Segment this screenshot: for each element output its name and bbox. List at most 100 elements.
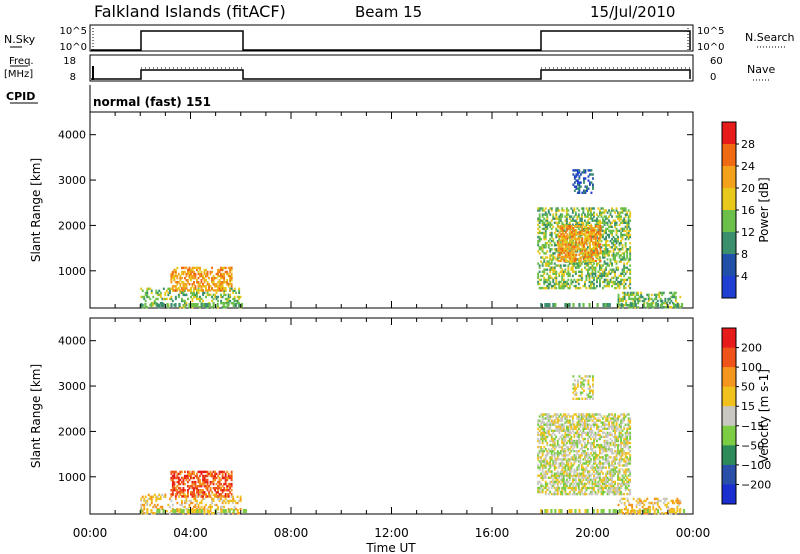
velocity-cell [562,474,565,477]
velocity-cell [564,474,567,477]
velocity-cell [588,472,591,475]
power-cell [615,223,618,226]
velocity-cell [568,466,571,469]
velocity-cell [550,474,553,477]
power-cell [560,227,563,230]
velocity-cell [537,490,540,494]
velocity-cell [577,423,580,426]
velocity-cell [181,480,183,484]
velocity-cell [567,474,570,477]
velocity-cell [561,462,564,465]
power-cell [226,283,229,286]
velocity-cell [224,493,227,496]
velocity-cell [555,472,558,475]
velocity-cell [624,439,627,443]
velocity-cell [193,493,195,496]
power-cell [600,266,603,269]
power-cell [556,209,559,212]
power-cell [187,281,189,284]
power-cell [200,285,203,288]
velocity-cell [209,509,212,513]
power-cell [624,266,627,269]
velocity-cell [570,441,573,445]
velocity-cell [624,435,627,439]
velocity-cell [627,460,630,463]
velocity-cell [618,472,621,475]
power-cell [574,211,577,214]
power-cell [565,284,568,288]
velocity-cell [553,443,556,447]
velocity-cell [621,452,624,455]
velocity-cell [597,437,600,441]
power-cell [609,260,612,263]
velocity-cell [565,427,568,430]
velocity-cell [179,472,182,476]
power-cell [576,183,579,186]
power-cell [587,231,590,234]
velocity-cell [171,487,174,490]
velocity-cell [593,462,595,465]
velocity-cell [570,439,573,443]
power-cell [573,177,576,180]
power-cell [543,244,546,247]
power-cell [546,219,549,222]
velocity-cell [614,439,616,443]
power-cell [579,274,582,278]
velocity-cell [564,454,567,457]
velocity-cell [574,413,577,416]
power-cell [552,252,555,255]
velocity-cell [561,474,564,477]
velocity-cell [570,423,573,426]
power-cell [608,282,610,286]
power-cell [188,266,191,270]
velocity-cell [191,476,194,480]
velocity-cell [562,482,565,486]
power-cell [543,260,546,263]
velocity-cell [570,425,573,428]
velocity-cell [567,419,570,422]
velocity-cell [618,468,621,471]
velocity-cell [541,429,544,432]
power-cell [600,239,603,243]
power-cell [540,256,543,259]
power-cell [596,217,598,220]
power-cell [171,299,174,303]
velocity-cell [576,431,579,435]
power-cell [612,242,615,245]
velocity-ground-cell [232,509,235,513]
power-cell [227,266,230,270]
velocity-cell [177,482,180,486]
power-cell [220,295,222,299]
velocity-cell [577,431,580,435]
velocity-cell [559,474,562,477]
velocity-cell [538,425,541,428]
velocity-cell [594,435,597,439]
power-cell [629,229,632,233]
power-cell [562,274,565,278]
velocity-cell [665,503,668,507]
power-cell [590,248,592,251]
velocity-cell [587,464,589,467]
power-cell [557,259,560,263]
velocity-cell [612,468,615,471]
power-cell [621,211,624,214]
velocity-cell [555,474,558,477]
velocity-cell [194,493,197,496]
power-cell [553,262,556,265]
power-cell [650,306,653,309]
power-cell [567,274,570,278]
power-cell [229,279,232,282]
power-cell [620,242,622,245]
power-cell [673,306,676,309]
velocity-cell [609,417,612,420]
velocity-cell [612,419,615,422]
power-cell [229,287,232,290]
velocity-cell [605,441,607,445]
velocity-cell [600,445,603,449]
velocity-cell [143,503,146,507]
power-cell [544,225,547,229]
power-cell [217,285,219,288]
velocity-cell [555,435,558,439]
power-cell [622,291,624,295]
power-cell [617,293,620,297]
